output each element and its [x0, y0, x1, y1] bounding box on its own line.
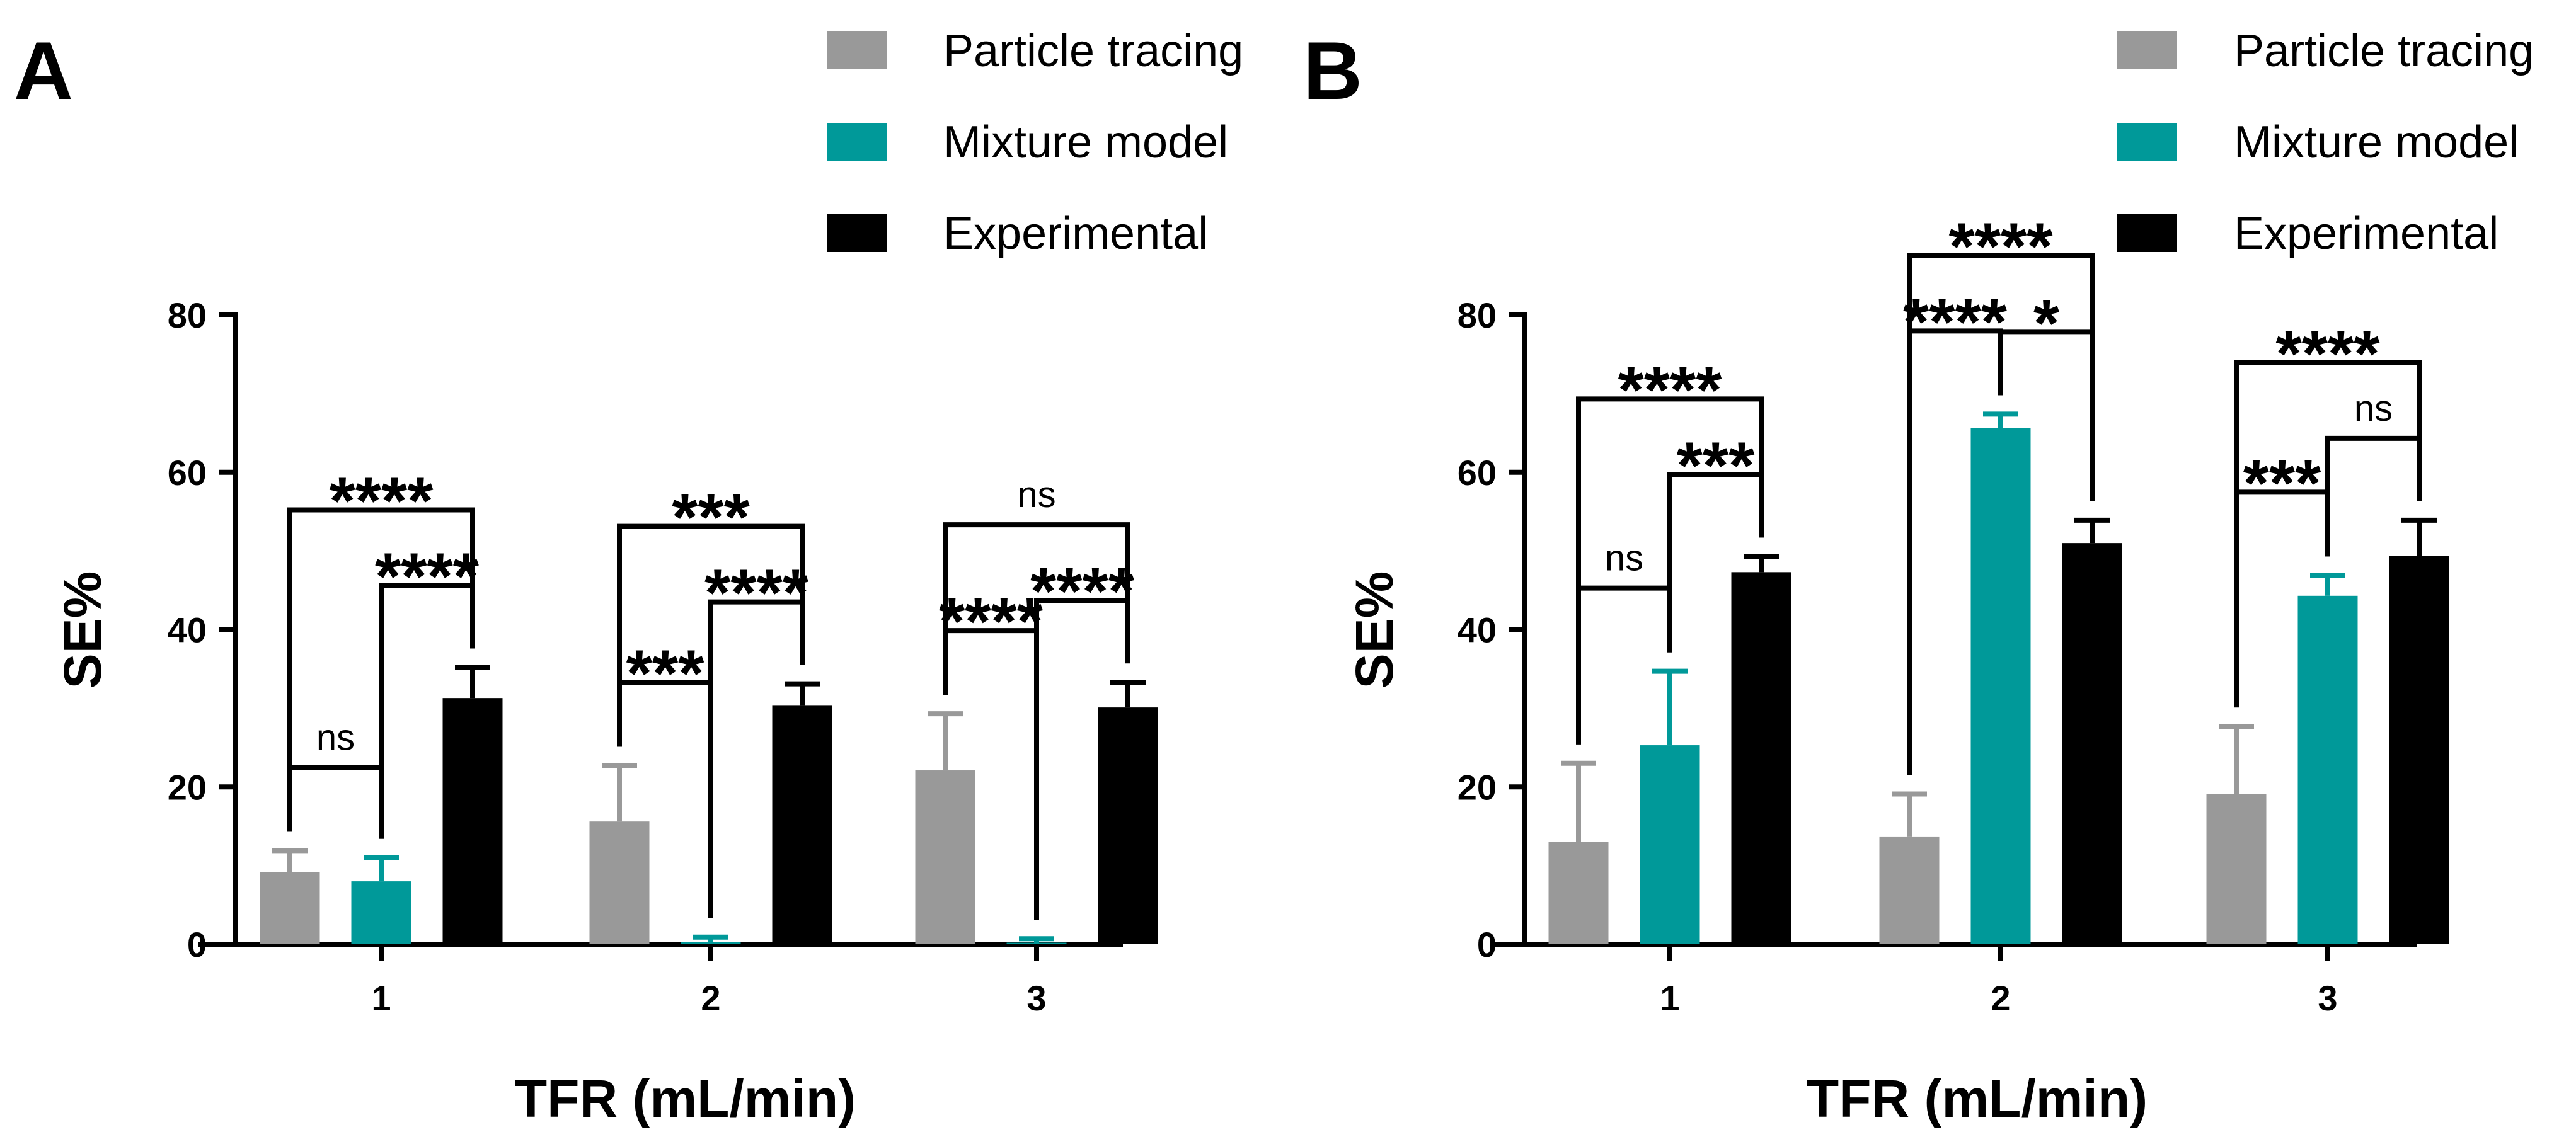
bar: [772, 705, 832, 944]
significance-label: ns: [1017, 474, 1055, 515]
x-axis-title: TFR (mL/min): [515, 1069, 856, 1128]
significance-label: ***: [626, 637, 705, 711]
bar: [1548, 842, 1609, 944]
legend-swatch: [827, 31, 887, 69]
significance-bracket: [1576, 396, 1764, 745]
x-tick-label: 1: [1660, 978, 1679, 1018]
bar: [2062, 543, 2122, 944]
bar: [2389, 556, 2449, 944]
significance-label: ****: [1030, 554, 1135, 629]
x-tick-label: 1: [371, 978, 391, 1018]
bar: [2206, 794, 2267, 944]
legend-swatch: [827, 123, 887, 161]
bar: [1098, 707, 1158, 944]
significance-label: ****: [1618, 353, 1722, 427]
significance-bracket: [617, 523, 805, 747]
significance-label: ****: [704, 556, 809, 631]
panel-b: B Particle tracing Mixture model Experiment…: [1303, 25, 2534, 1128]
bar: [1970, 428, 2031, 944]
y-tick-label: 20: [1458, 767, 1497, 807]
significance-label: ***: [672, 481, 750, 555]
y-tick-label: 60: [168, 453, 207, 493]
panel-letter: A: [14, 25, 73, 117]
y-tick-label: 20: [168, 767, 207, 807]
legend-label: Mixture model: [943, 117, 1228, 168]
y-axis-title: SE%: [1345, 571, 1404, 689]
significance-bracket: [2234, 360, 2422, 708]
y-axis-title: SE%: [53, 571, 112, 689]
significance-label: ****: [329, 464, 434, 538]
y-tick-label: 40: [1458, 610, 1497, 650]
y-tick-label: 60: [1458, 453, 1497, 493]
y-tick-label: 40: [168, 610, 207, 650]
significance-bracket: [1907, 253, 2095, 775]
y-tick-label: 80: [1458, 295, 1497, 335]
bar: [1879, 836, 1940, 944]
significance-label: ***: [2243, 446, 2322, 520]
x-tick-label: 2: [701, 978, 720, 1018]
legend-label: Experimental: [943, 209, 1208, 259]
bar: [915, 770, 975, 944]
x-axis-title: TFR (mL/min): [1807, 1069, 2148, 1128]
x-tick-label: 2: [1991, 978, 2010, 1018]
significance-label: ns: [1605, 538, 1643, 579]
bar: [681, 942, 741, 944]
y-tick-label: 0: [1477, 925, 1497, 964]
legend-label: Experimental: [2234, 209, 2498, 259]
legend-label: Particle tracing: [943, 26, 1243, 76]
bar: [2297, 595, 2358, 944]
significance-bracket: [943, 522, 1130, 695]
significance-label: ns: [316, 717, 355, 758]
legend-label: Particle tracing: [2234, 26, 2534, 76]
y-tick-label: 80: [168, 295, 207, 335]
bar: [260, 872, 320, 944]
significance-label: ****: [1948, 209, 2053, 283]
significance-label: *: [2033, 286, 2060, 360]
significance-label: ****: [375, 539, 480, 614]
significance-label: ****: [939, 585, 1044, 659]
significance-label: ****: [2275, 317, 2380, 391]
significance-label: ****: [1903, 285, 2008, 359]
bar: [351, 881, 411, 944]
legend-swatch: [2117, 214, 2177, 252]
panel-a: A Particle tracing Mixture model Experiment…: [14, 25, 1243, 1128]
x-tick-label: 3: [2318, 978, 2337, 1018]
significance-label: ***: [1677, 428, 1756, 503]
significance-label: ns: [2354, 388, 2393, 429]
legend-swatch: [2117, 123, 2177, 161]
bar: [1731, 572, 1791, 944]
bar: [589, 821, 650, 944]
legend-swatch: [2117, 31, 2177, 69]
bar: [1640, 745, 1700, 944]
legend-label: Mixture model: [2234, 117, 2519, 168]
panel-letter: B: [1303, 25, 1362, 117]
y-tick-label: 0: [187, 925, 207, 964]
bar: [1006, 942, 1067, 944]
x-tick-label: 3: [1026, 978, 1046, 1018]
significance-bracket: [287, 507, 475, 832]
bar: [442, 698, 503, 944]
legend-swatch: [827, 214, 887, 252]
